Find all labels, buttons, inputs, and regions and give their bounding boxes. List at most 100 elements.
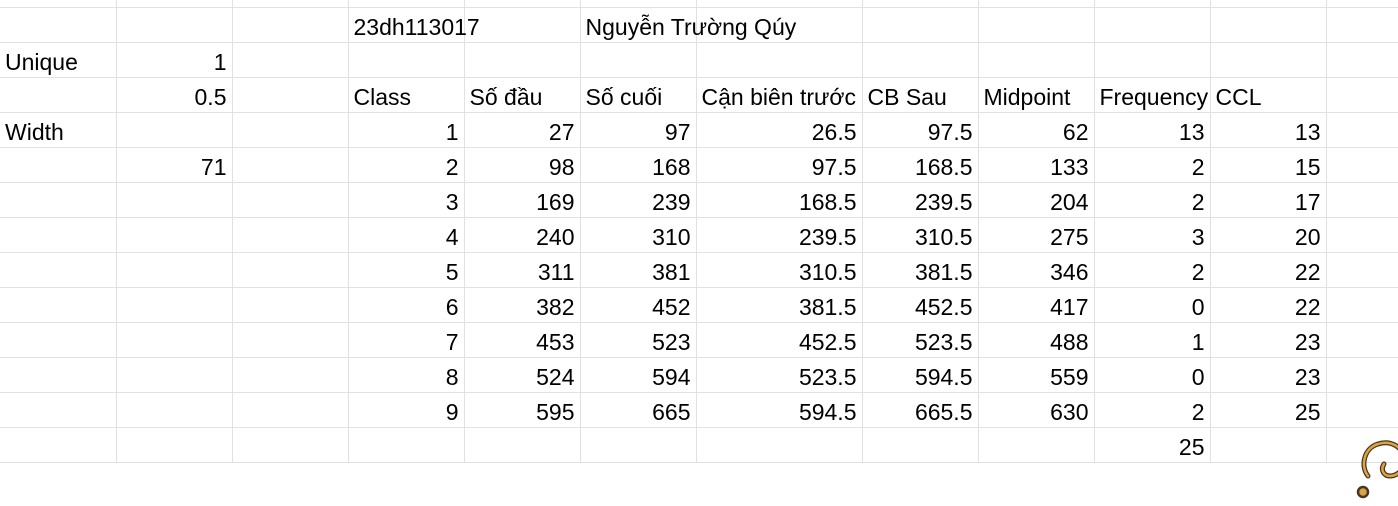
student-id-cell[interactable]: 23dh113017 xyxy=(348,7,480,43)
cell[interactable] xyxy=(116,392,233,428)
cell[interactable] xyxy=(116,7,233,43)
cell[interactable] xyxy=(1210,42,1327,78)
upper-boundary-cell[interactable]: 665.5 xyxy=(862,392,979,428)
cell[interactable] xyxy=(862,0,979,8)
cell[interactable] xyxy=(978,42,1095,78)
cell[interactable] xyxy=(116,0,233,8)
start-cell[interactable]: 453 xyxy=(464,322,581,358)
midpoint-cell[interactable]: 346 xyxy=(978,252,1095,288)
cell[interactable] xyxy=(1094,42,1211,78)
cell[interactable] xyxy=(0,357,117,393)
cell[interactable] xyxy=(116,322,233,358)
frequency-cell[interactable]: 1 xyxy=(1094,322,1211,358)
header-frequency-cell[interactable]: Frequency xyxy=(1094,77,1211,113)
cell[interactable] xyxy=(696,42,863,78)
cell[interactable] xyxy=(1210,0,1327,8)
cell[interactable] xyxy=(1326,0,1398,8)
cell[interactable] xyxy=(580,0,697,8)
lower-boundary-cell[interactable]: 26.5 xyxy=(696,112,863,148)
end-cell[interactable]: 665 xyxy=(580,392,697,428)
midpoint-cell[interactable]: 204 xyxy=(978,182,1095,218)
cell[interactable] xyxy=(696,7,863,43)
start-cell[interactable]: 27 xyxy=(464,112,581,148)
cell[interactable] xyxy=(232,357,349,393)
cell[interactable] xyxy=(348,0,465,8)
cell[interactable] xyxy=(696,0,863,8)
upper-boundary-cell[interactable]: 594.5 xyxy=(862,357,979,393)
cell[interactable] xyxy=(348,427,465,463)
cell[interactable] xyxy=(978,7,1095,43)
cell[interactable] xyxy=(1326,252,1398,288)
cell[interactable] xyxy=(862,7,979,43)
cell[interactable] xyxy=(116,427,233,463)
end-cell[interactable]: 310 xyxy=(580,217,697,253)
cell[interactable] xyxy=(1326,322,1398,358)
cell[interactable] xyxy=(116,182,233,218)
cell[interactable] xyxy=(232,0,349,8)
cell[interactable] xyxy=(232,182,349,218)
frequency-cell[interactable]: 2 xyxy=(1094,252,1211,288)
frequency-cell[interactable]: 2 xyxy=(1094,147,1211,183)
cell[interactable] xyxy=(1326,357,1398,393)
midpoint-cell[interactable]: 62 xyxy=(978,112,1095,148)
cell[interactable] xyxy=(1326,112,1398,148)
end-cell[interactable]: 594 xyxy=(580,357,697,393)
unique-value-cell[interactable]: 1 xyxy=(116,42,233,78)
cell[interactable] xyxy=(0,287,117,323)
cell[interactable] xyxy=(0,147,117,183)
cell[interactable] xyxy=(0,217,117,253)
cell[interactable] xyxy=(1210,7,1327,43)
class-cell[interactable]: 1 xyxy=(348,112,465,148)
cumulative-cell[interactable]: 22 xyxy=(1210,252,1327,288)
frequency-cell[interactable]: 13 xyxy=(1094,112,1211,148)
class-cell[interactable]: 5 xyxy=(348,252,465,288)
end-cell[interactable]: 523 xyxy=(580,322,697,358)
lower-boundary-cell[interactable]: 523.5 xyxy=(696,357,863,393)
cell[interactable] xyxy=(1326,217,1398,253)
cell[interactable] xyxy=(1326,147,1398,183)
cell[interactable] xyxy=(1326,392,1398,428)
end-cell[interactable]: 452 xyxy=(580,287,697,323)
midpoint-cell[interactable]: 275 xyxy=(978,217,1095,253)
upper-boundary-cell[interactable]: 168.5 xyxy=(862,147,979,183)
cell[interactable] xyxy=(0,0,117,8)
frequency-cell[interactable]: 0 xyxy=(1094,287,1211,323)
cell[interactable] xyxy=(232,287,349,323)
cell[interactable] xyxy=(232,427,349,463)
cumulative-cell[interactable]: 17 xyxy=(1210,182,1327,218)
cell[interactable] xyxy=(232,322,349,358)
cell[interactable] xyxy=(1326,42,1398,78)
cell[interactable] xyxy=(1326,182,1398,218)
frequency-cell[interactable]: 2 xyxy=(1094,392,1211,428)
class-cell[interactable]: 6 xyxy=(348,287,465,323)
lower-boundary-cell[interactable]: 381.5 xyxy=(696,287,863,323)
lower-boundary-cell[interactable]: 452.5 xyxy=(696,322,863,358)
upper-boundary-cell[interactable]: 239.5 xyxy=(862,182,979,218)
lower-boundary-cell[interactable]: 168.5 xyxy=(696,182,863,218)
cell[interactable] xyxy=(0,77,117,113)
cumulative-cell[interactable]: 15 xyxy=(1210,147,1327,183)
cell[interactable] xyxy=(348,42,465,78)
class-cell[interactable]: 8 xyxy=(348,357,465,393)
student-name-cell[interactable]: Nguyễn Trường Qúy xyxy=(580,7,796,43)
header-cumulative-cell[interactable]: CCL xyxy=(1210,77,1327,113)
midpoint-cell[interactable]: 630 xyxy=(978,392,1095,428)
lower-boundary-cell[interactable]: 239.5 xyxy=(696,217,863,253)
cell[interactable] xyxy=(0,392,117,428)
class-cell[interactable]: 4 xyxy=(348,217,465,253)
cumulative-cell[interactable]: 23 xyxy=(1210,322,1327,358)
cell[interactable] xyxy=(116,357,233,393)
upper-boundary-cell[interactable]: 97.5 xyxy=(862,112,979,148)
cell[interactable] xyxy=(1326,77,1398,113)
cell[interactable] xyxy=(232,112,349,148)
cell[interactable] xyxy=(464,42,581,78)
lower-boundary-cell[interactable]: 97.5 xyxy=(696,147,863,183)
cell[interactable] xyxy=(1326,7,1398,43)
cell[interactable] xyxy=(464,427,581,463)
midpoint-cell[interactable]: 559 xyxy=(978,357,1095,393)
cell[interactable] xyxy=(116,112,233,148)
upper-boundary-cell[interactable]: 381.5 xyxy=(862,252,979,288)
end-cell[interactable]: 97 xyxy=(580,112,697,148)
class-cell[interactable]: 9 xyxy=(348,392,465,428)
upper-boundary-cell[interactable]: 523.5 xyxy=(862,322,979,358)
